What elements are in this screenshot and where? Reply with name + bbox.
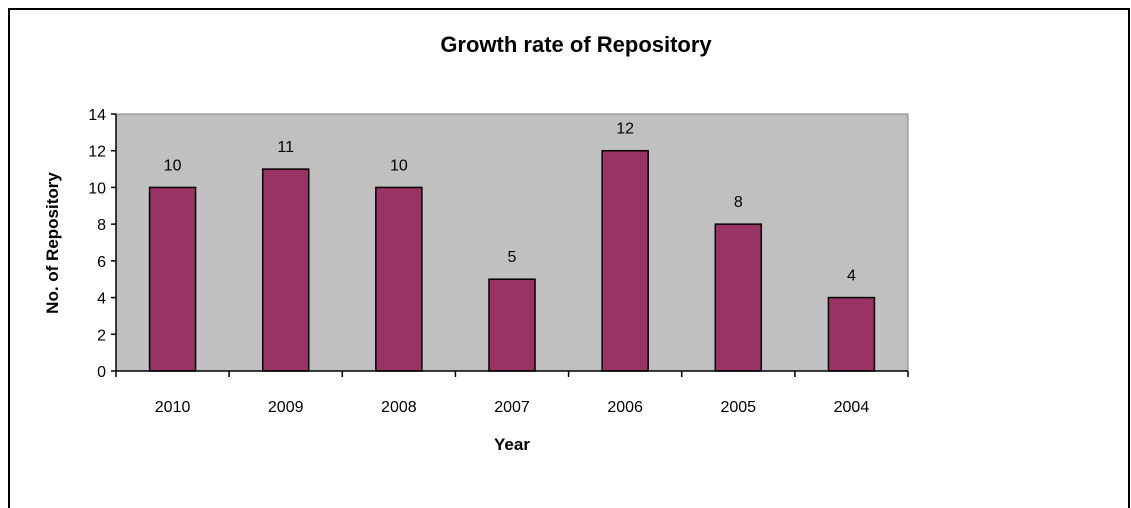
- data-label-2005: 8: [734, 194, 743, 211]
- bar-2005: [714, 223, 763, 372]
- y-tick-label: 12: [88, 144, 106, 161]
- bar-2006: [601, 149, 649, 372]
- y-tick-label: 4: [97, 291, 106, 308]
- x-tick-label-2008: 2008: [381, 399, 417, 416]
- y-tick-label: 2: [97, 327, 106, 344]
- x-tick-label-2010: 2010: [155, 399, 191, 416]
- data-label-2007: 5: [508, 249, 517, 266]
- x-tick-label-2006: 2006: [607, 399, 643, 416]
- bar-2007: [488, 278, 536, 372]
- y-tick-label: 8: [97, 217, 106, 234]
- y-tick-label: 6: [97, 254, 106, 271]
- bar-2010: [148, 186, 197, 372]
- y-tick-label: 0: [97, 364, 106, 381]
- chart-title: Growth rate of Repository: [440, 32, 712, 57]
- x-tick-label-2007: 2007: [494, 399, 530, 416]
- data-labels-layer: 10 11 10 5 12 8 4: [164, 121, 856, 285]
- x-tick-label-2005: 2005: [720, 399, 756, 416]
- data-label-2009: 11: [277, 139, 294, 156]
- x-axis-title: Year: [494, 435, 530, 454]
- data-label-2010: 10: [164, 157, 182, 174]
- x-tick-label-2004: 2004: [834, 399, 870, 416]
- data-label-2004: 4: [847, 268, 856, 285]
- x-axis-ticks: 2010 2009 2008 2007 2006 2005 2004: [115, 371, 909, 416]
- bar-2009: [261, 168, 310, 372]
- x-tick-label-2009: 2009: [268, 399, 304, 416]
- y-axis-ticks: 0 2 4 6 8 10 12 14: [88, 107, 116, 381]
- bars-layer: [148, 149, 876, 372]
- bar-2004: [827, 296, 876, 372]
- data-label-2006: 12: [616, 121, 634, 138]
- data-label-2008: 10: [390, 157, 408, 174]
- chart-frame: [8, 8, 1130, 508]
- y-axis-title: No. of Repository: [43, 172, 62, 314]
- bar-2008: [375, 186, 423, 372]
- y-tick-label: 14: [88, 107, 106, 124]
- y-tick-label: 10: [88, 180, 106, 197]
